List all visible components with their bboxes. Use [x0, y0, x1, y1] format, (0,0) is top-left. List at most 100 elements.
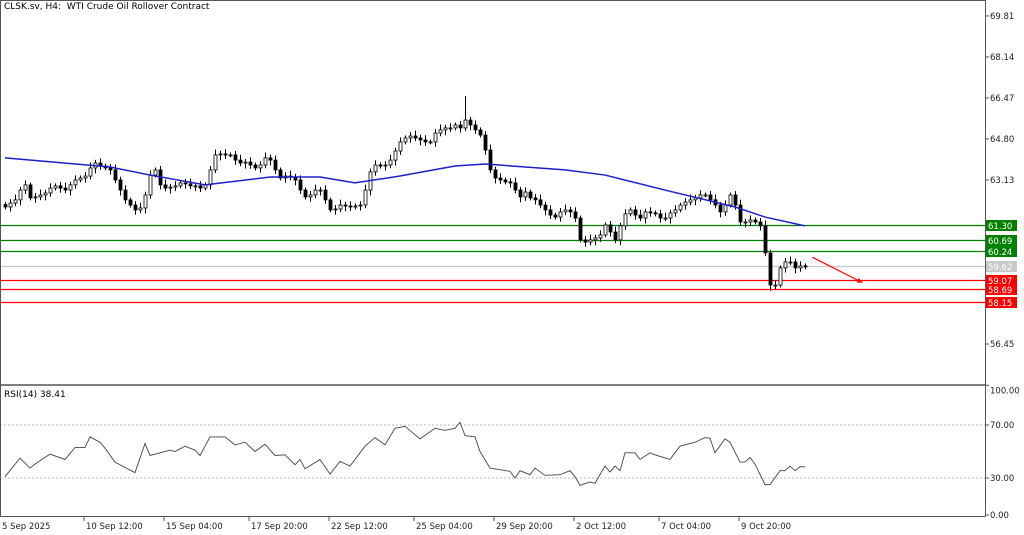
- bullish-candle: [148, 174, 153, 196]
- bearish-candle: [188, 183, 193, 187]
- x-tick-label: 29 Sep 20:00: [496, 522, 553, 532]
- bearish-candle: [343, 204, 348, 207]
- level-price-label: 60.24: [988, 248, 1012, 258]
- x-tick-label: 2 Oct 12:00: [576, 522, 626, 532]
- bullish-candle: [33, 196, 38, 199]
- bearish-candle: [268, 157, 273, 161]
- rsi-tick-label: 70.00: [990, 421, 1014, 431]
- rsi-title: RSI(14) 38.41: [4, 390, 66, 400]
- bearish-candle: [278, 169, 283, 179]
- chart-title: CLSK.sv, H4: WTI Crude Oil Rollover Cont…: [4, 2, 209, 12]
- bearish-candle: [708, 194, 713, 201]
- x-tick-label: 25 Sep 04:00: [416, 522, 473, 532]
- level-price-label: 61.30: [988, 222, 1012, 232]
- bullish-candle: [723, 204, 728, 213]
- bearish-candle: [503, 179, 508, 183]
- bullish-candle: [143, 194, 148, 209]
- bullish-candle: [698, 194, 703, 199]
- bullish-candle: [428, 141, 433, 144]
- bearish-candle: [413, 135, 418, 139]
- bullish-candle: [213, 154, 218, 171]
- forecast-arrow-head: [856, 277, 863, 283]
- plot-frame: [0, 0, 986, 517]
- bearish-candle: [458, 124, 463, 129]
- bullish-candle: [83, 175, 88, 179]
- bearish-candle: [513, 182, 518, 191]
- bearish-candle: [348, 205, 353, 208]
- bullish-candle: [363, 189, 368, 206]
- bearish-candle: [328, 199, 333, 211]
- bullish-candle: [13, 199, 18, 204]
- bearish-candle: [128, 199, 133, 206]
- bearish-candle: [718, 204, 723, 213]
- bullish-candle: [263, 157, 268, 166]
- symbol-label: CLSK.sv, H4:: [4, 2, 62, 12]
- bullish-candle: [313, 189, 318, 196]
- bullish-candle: [783, 261, 788, 269]
- bullish-candle: [643, 211, 648, 219]
- bearish-candle: [123, 189, 128, 201]
- y-tick-label: 66.47: [990, 94, 1014, 104]
- rsi-tick-label: 30.00: [990, 474, 1014, 484]
- bearish-candle: [478, 129, 483, 136]
- bearish-candle: [733, 194, 738, 206]
- bullish-candle: [178, 182, 183, 187]
- level-price-label: 58.15: [988, 299, 1012, 309]
- bearish-candle: [803, 265, 808, 268]
- bearish-candle: [488, 149, 493, 171]
- bearish-candle: [613, 231, 618, 241]
- bearish-candle: [423, 139, 428, 143]
- bearish-candle: [248, 161, 253, 166]
- bullish-candle: [598, 234, 603, 239]
- bullish-candle: [408, 135, 413, 139]
- bearish-candle: [63, 187, 68, 191]
- bearish-candle: [553, 214, 558, 218]
- level-price-badge: [986, 261, 1017, 272]
- level-price-label: 59.62: [988, 263, 1012, 273]
- bullish-candle: [18, 189, 23, 201]
- x-tick-label: 5 Sep 2025: [2, 522, 50, 532]
- rsi-tick-label: 100.00: [990, 386, 1020, 396]
- bullish-candle: [318, 189, 323, 192]
- bullish-candle: [778, 267, 783, 286]
- bullish-candle: [228, 154, 233, 157]
- bearish-candle: [498, 177, 503, 181]
- rsi-tick-label: 0.00: [990, 511, 1009, 521]
- bullish-candle: [258, 164, 263, 169]
- bullish-candle: [73, 179, 78, 186]
- bearish-candle: [653, 212, 658, 215]
- bearish-candle: [28, 184, 33, 199]
- bullish-candle: [563, 209, 568, 213]
- bearish-candle: [273, 159, 278, 171]
- bullish-candle: [68, 184, 73, 191]
- bearish-candle: [253, 164, 258, 169]
- bullish-candle: [153, 169, 158, 176]
- bearish-candle: [298, 179, 303, 191]
- bullish-candle: [243, 161, 248, 164]
- bullish-candle: [208, 169, 213, 186]
- y-tick-label: 64.80: [990, 135, 1014, 145]
- bullish-candle: [448, 127, 453, 130]
- bearish-candle: [223, 153, 228, 156]
- bearish-candle: [638, 214, 643, 219]
- bearish-candle: [538, 199, 543, 206]
- bearish-candle: [763, 225, 768, 254]
- bullish-candle: [798, 265, 803, 269]
- bearish-candle: [508, 181, 513, 184]
- bearish-candle: [568, 209, 573, 213]
- bearish-candle: [573, 211, 578, 219]
- bearish-candle: [183, 182, 188, 185]
- bullish-candle: [218, 153, 223, 156]
- bearish-candle: [528, 191, 533, 199]
- bearish-candle: [578, 217, 583, 241]
- bearish-candle: [583, 239, 588, 243]
- x-tick-label: 17 Sep 20:00: [251, 522, 308, 532]
- bearish-candle: [658, 213, 663, 219]
- bearish-candle: [118, 179, 123, 191]
- bullish-candle: [773, 284, 778, 287]
- x-tick-label: 15 Sep 04:00: [166, 522, 223, 532]
- y-tick-label: 68.14: [990, 53, 1014, 63]
- bearish-candle: [533, 197, 538, 201]
- bearish-candle: [58, 185, 63, 189]
